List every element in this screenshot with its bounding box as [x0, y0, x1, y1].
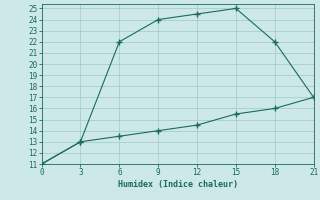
X-axis label: Humidex (Indice chaleur): Humidex (Indice chaleur) — [118, 180, 237, 189]
